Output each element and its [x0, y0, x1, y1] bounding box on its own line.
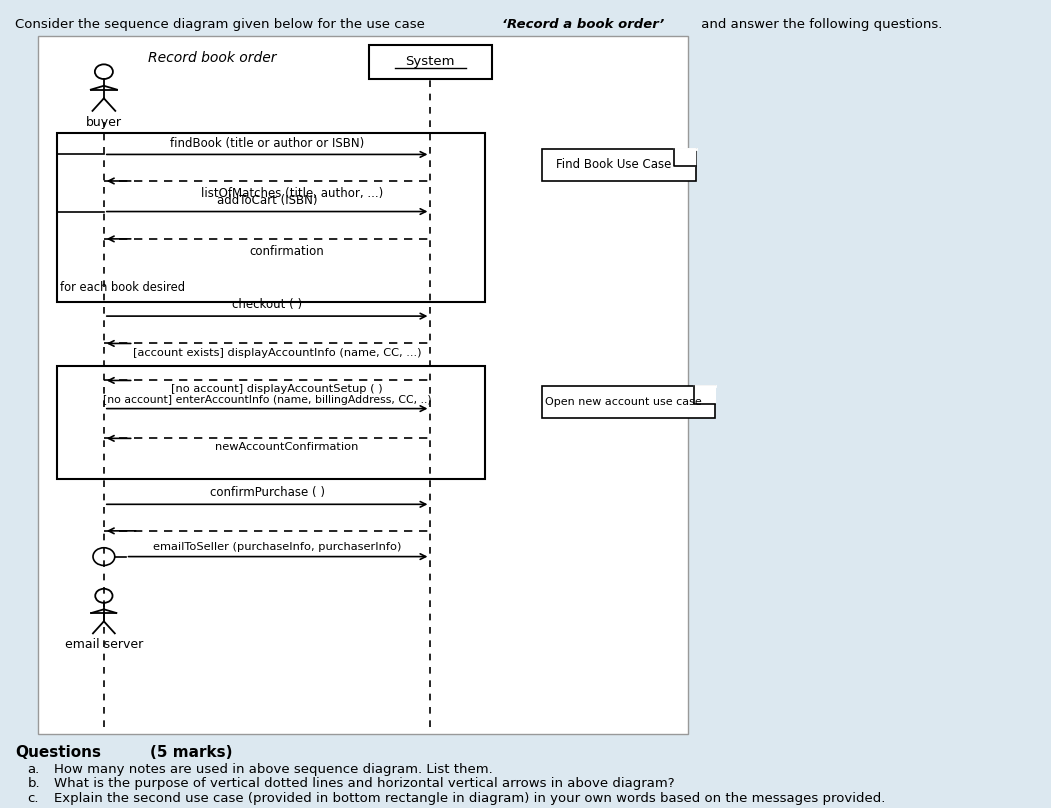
Text: Questions: Questions — [15, 745, 101, 760]
Text: Explain the second use case (provided in bottom rectangle in diagram) in your ow: Explain the second use case (provided in… — [55, 793, 886, 806]
FancyBboxPatch shape — [38, 36, 687, 734]
Text: b.: b. — [27, 777, 40, 790]
Polygon shape — [694, 386, 716, 404]
Polygon shape — [674, 149, 696, 166]
Text: System: System — [406, 56, 455, 69]
FancyBboxPatch shape — [542, 386, 716, 419]
Text: Find Book Use Case: Find Book Use Case — [556, 158, 672, 171]
Text: confirmation: confirmation — [249, 245, 325, 258]
Text: a.: a. — [27, 763, 40, 776]
Text: buyer: buyer — [86, 116, 122, 128]
Text: ‘Record a book order’: ‘Record a book order’ — [501, 19, 664, 32]
FancyBboxPatch shape — [542, 149, 696, 181]
Text: checkout ( ): checkout ( ) — [232, 298, 303, 311]
Text: findBook (title or author or ISBN): findBook (title or author or ISBN) — [170, 137, 365, 149]
Text: [no account] displayAccountSetup ( ): [no account] displayAccountSetup ( ) — [171, 385, 383, 394]
Text: newAccountConfirmation: newAccountConfirmation — [215, 443, 358, 452]
Text: confirmPurchase ( ): confirmPurchase ( ) — [209, 486, 325, 499]
Text: [account exists] displayAccountInfo (name, CC, ...): [account exists] displayAccountInfo (nam… — [132, 348, 421, 358]
Text: c.: c. — [27, 793, 39, 806]
Text: (5 marks): (5 marks) — [150, 745, 233, 760]
Text: Consider the sequence diagram given below for the use case: Consider the sequence diagram given belo… — [15, 19, 429, 32]
Text: How many notes are used in above sequence diagram. List them.: How many notes are used in above sequenc… — [55, 763, 493, 776]
Text: emailToSeller (purchaseInfo, purchaserInfo): emailToSeller (purchaseInfo, purchaserIn… — [152, 542, 401, 552]
Text: Open new account use case: Open new account use case — [545, 398, 702, 407]
Text: addToCart (ISBN): addToCart (ISBN) — [217, 194, 317, 207]
Text: for each book desired: for each book desired — [60, 280, 185, 293]
Text: email server: email server — [65, 638, 143, 650]
Text: listOfMatches (title, author, ...): listOfMatches (title, author, ...) — [201, 187, 383, 200]
Text: What is the purpose of vertical dotted lines and horizontal vertical arrows in a: What is the purpose of vertical dotted l… — [55, 777, 675, 790]
FancyBboxPatch shape — [369, 45, 492, 79]
Text: [no account] enterAccountInfo (name, billingAddress, CC, ..): [no account] enterAccountInfo (name, bil… — [103, 394, 432, 405]
Text: and answer the following questions.: and answer the following questions. — [698, 19, 943, 32]
Text: Record book order: Record book order — [148, 52, 277, 65]
